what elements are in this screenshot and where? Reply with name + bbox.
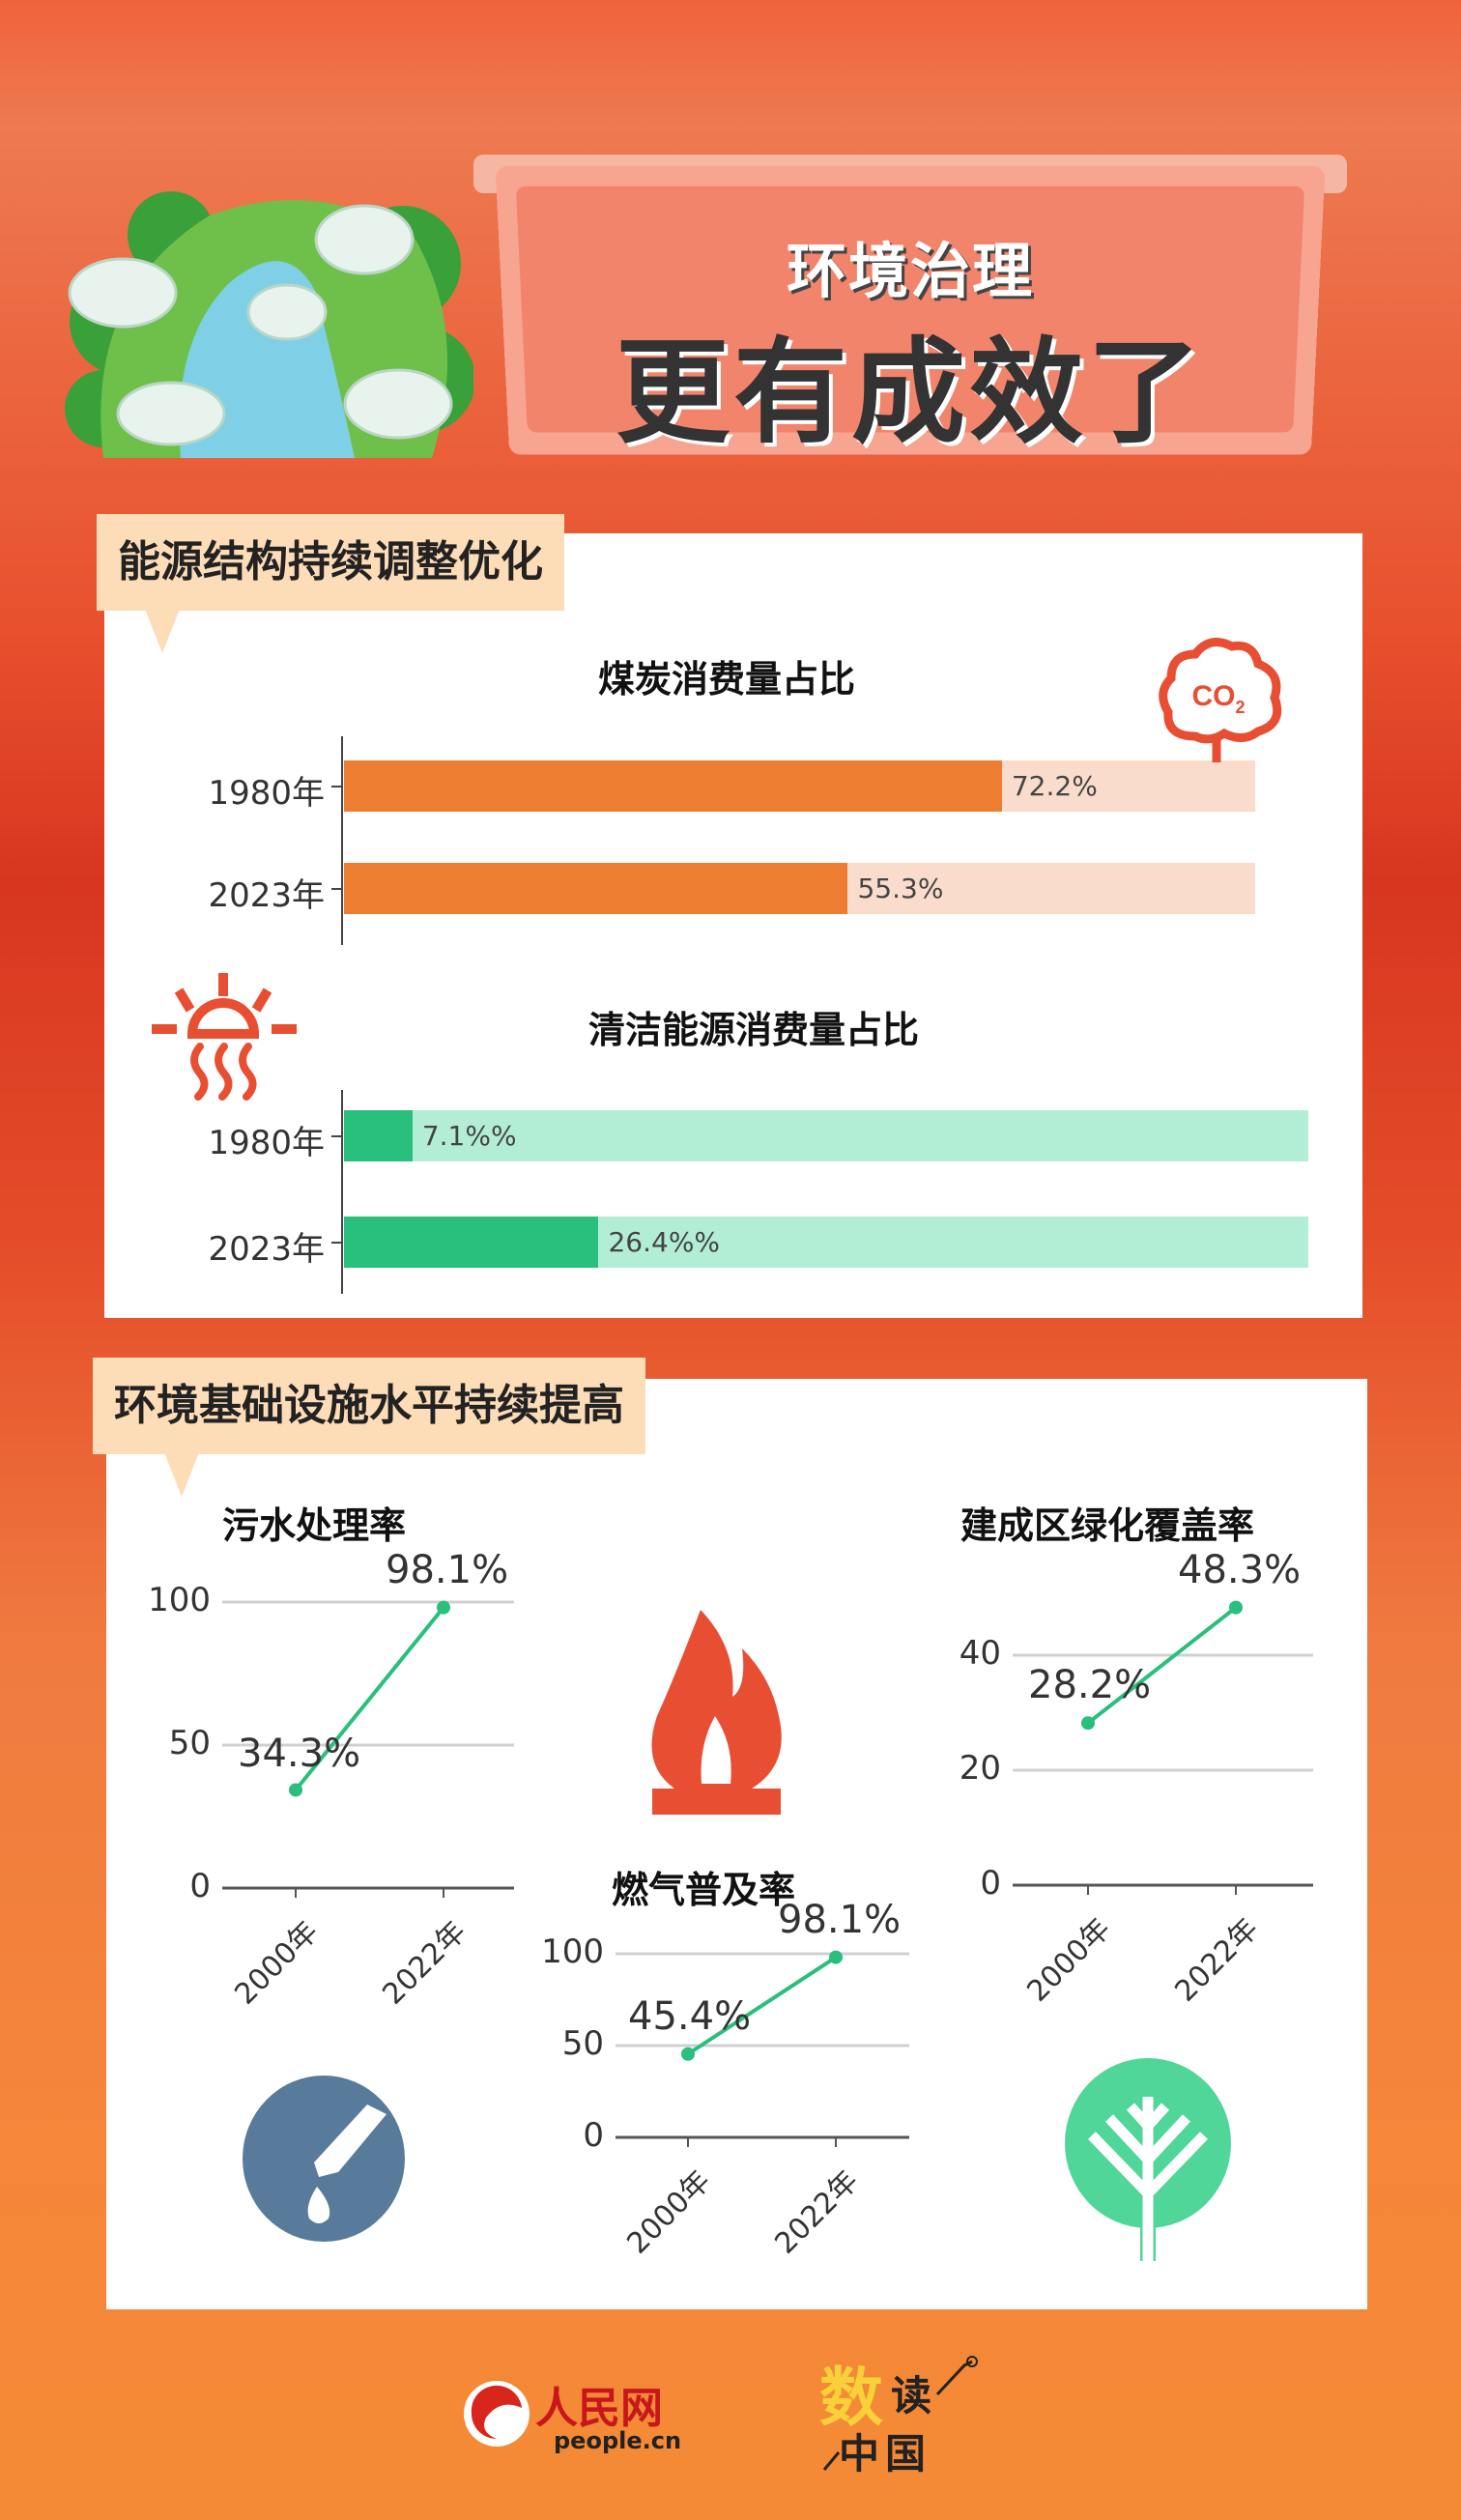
co2-cloud-icon: CO2 [1159,638,1282,762]
clean-category-label: 1980年 [208,1124,325,1162]
sewage-chart-title: 污水处理率 [222,1504,407,1547]
gas-chart-title: 燃气普及率 [612,1869,796,1911]
clean-bar-track: 7.1%% [344,1110,1308,1161]
gas-point [681,2047,695,2061]
gas-y-tick-label: 100 [541,1933,604,1971]
greening-data-label: 28.2% [1028,1663,1152,1708]
sun-heat-icon [152,973,297,1101]
gas-y-tick-label: 50 [561,2024,604,2063]
coal-chart-title: 煤炭消费量占比 [597,658,855,701]
shudu-zhongguo-logo: 数 读 中国 [819,2346,984,2477]
greening-y-tick-label: 40 [959,1634,1001,1673]
section-header-infrastructure: 环境基础设施水平持续提高 [93,1358,645,1454]
coal-y-axis [341,736,343,945]
gas-flame-icon [651,1610,782,1815]
section-header-energy: 能源结构持续调整优化 [97,514,564,611]
people-cn-logo[interactable]: 人民网 people.cn [462,2373,684,2460]
sewage-y-tick-label: 0 [189,1867,211,1905]
title-banner: 环境治理 更有成效了 [473,155,1347,466]
logo-lines [822,2356,978,2471]
greening-data-label: 48.3% [1178,1547,1302,1592]
section-header-pointer [145,609,180,653]
logo-subtext: people.cn [554,2427,682,2454]
logo-char: 数 [819,2360,883,2435]
greening-point [1229,1600,1243,1615]
clean-tick [331,1135,341,1137]
greening-y-tick-label: 0 [980,1864,1001,1903]
coal-category-label: 2023年 [208,876,325,915]
sewage-line [294,1606,445,1791]
logo-char: 中国 [839,2430,932,2477]
coal-bar [344,863,848,914]
gas-data-label: 98.1% [778,1897,902,1942]
greening-line [1086,1606,1238,1725]
clean-bar [344,1110,413,1161]
coal-tick [331,786,341,788]
greening-point [1081,1716,1095,1731]
sewage-point [437,1600,450,1615]
greening-y-tick-label: 20 [959,1749,1001,1788]
gas-line [686,1955,838,2056]
sewage-data-label: 98.1% [386,1547,509,1592]
tree-icon [1065,2058,1231,2261]
title-line1: 环境治理 [786,236,1034,306]
title-line2: 更有成效了 [615,326,1205,459]
logo-text: 人民网 [535,2384,663,2433]
clean-bar [344,1217,599,1268]
coal-bar [344,760,1002,812]
coal-bar-track: 55.3% [344,863,1255,914]
sewage-data-label: 34.3% [238,1732,361,1777]
water-treatment-icon [243,2076,405,2242]
clean-bar-track: 26.4%% [344,1217,1308,1268]
clean-bar-value: 7.1%% [421,1120,517,1152]
people-logo-mark [464,2381,530,2447]
clean-tick [331,1242,341,1244]
energy-card [104,533,1362,1318]
clean-bar-value: 26.4%% [608,1226,721,1258]
sewage-point [289,1783,302,1797]
sewage-y-tick-label: 50 [168,1724,211,1762]
earth-illustration [65,191,473,458]
coal-bar-track: 72.2% [344,760,1255,812]
clean-category-label: 2023年 [208,1230,325,1269]
coal-bar-value: 55.3% [857,873,944,904]
clean-chart-title: 清洁能源消费量占比 [587,1009,919,1051]
section-header-pointer [164,1452,199,1497]
coal-category-label: 1980年 [208,774,325,813]
gas-data-label: 45.4% [628,1993,752,2039]
clean-y-axis [341,1090,343,1294]
sewage-y-tick-label: 100 [148,1581,211,1619]
coal-tick [331,888,341,890]
greening-chart-title: 建成区绿化覆盖率 [960,1504,1255,1547]
gas-y-tick-label: 0 [583,2116,604,2155]
coal-bar-value: 72.2% [1011,770,1098,802]
gas-point [829,1950,843,1964]
logo-char: 读 [891,2372,932,2420]
